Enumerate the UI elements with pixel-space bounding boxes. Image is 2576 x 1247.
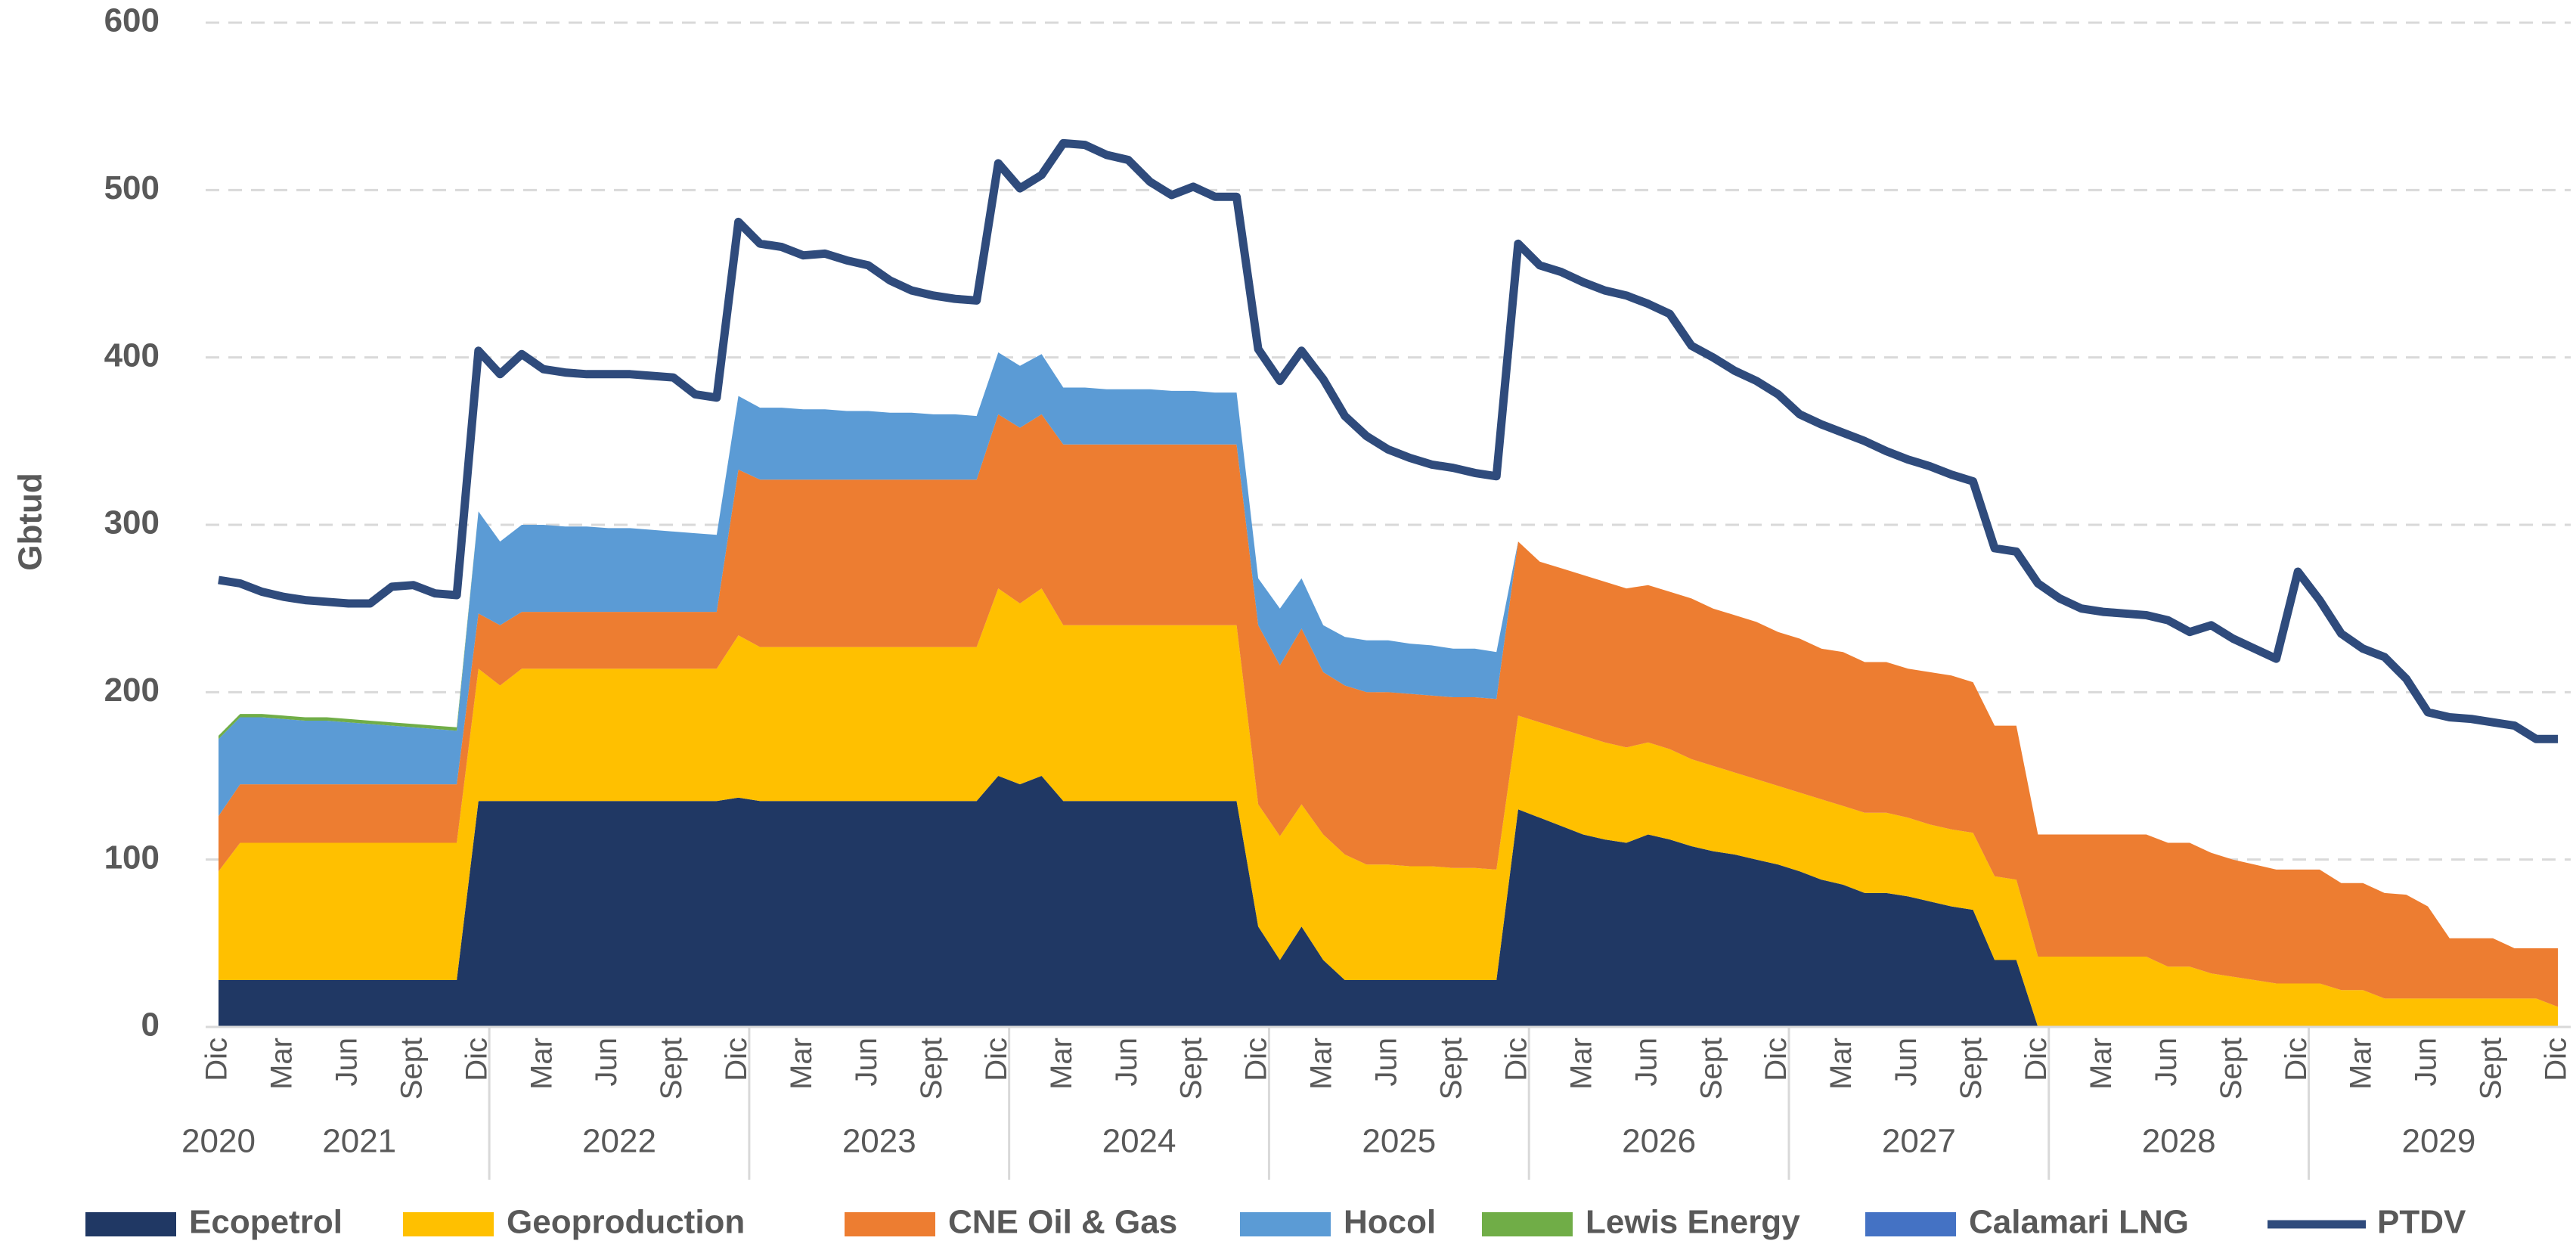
x-tick-label: Jun (2410, 1038, 2443, 1087)
legend-label: Calamari LNG (1969, 1204, 2189, 1241)
legend-swatch (403, 1212, 494, 1236)
x-group-label: 2026 (1622, 1123, 1696, 1160)
x-tick-label: Jun (330, 1038, 363, 1087)
legend-swatch (85, 1212, 176, 1236)
x-group-label: 2027 (1882, 1123, 1956, 1160)
y-tick-label: 500 (104, 169, 160, 206)
y-tick-label: 200 (104, 672, 160, 709)
x-tick-label: Jun (1629, 1038, 1663, 1087)
x-tick-label: Mar (1824, 1038, 1858, 1090)
x-tick-label: Mar (265, 1038, 299, 1090)
x-tick-label: Jun (1889, 1038, 1923, 1087)
x-group-label: 2020 (181, 1123, 256, 1160)
x-tick-label: Mar (2085, 1038, 2118, 1090)
legend-swatch (1240, 1212, 1331, 1236)
legend-swatch (1865, 1212, 1956, 1236)
x-tick-label: Sept (1435, 1038, 1468, 1100)
x-tick-label: Sept (1175, 1038, 1208, 1100)
x-tick-label: Dic (1240, 1038, 1273, 1081)
legend-label: PTDV (2377, 1204, 2466, 1241)
area (219, 776, 2558, 1027)
x-tick-label: Jun (850, 1038, 883, 1087)
x-tick-label: Sept (2215, 1038, 2248, 1100)
x-tick-label: Sept (395, 1038, 428, 1100)
x-group-label: 2029 (2401, 1123, 2475, 1160)
legend-label: Hocol (1344, 1204, 1436, 1241)
x-tick-label: Mar (2345, 1038, 2378, 1090)
legend-label: Geoproduction (507, 1204, 745, 1241)
legend-swatch (1482, 1212, 1573, 1236)
line (218, 138, 2558, 743)
x-tick-label: Dic (2280, 1038, 2313, 1081)
x-tick-label: Sept (2475, 1038, 2508, 1100)
x-group-label: 2023 (842, 1123, 916, 1160)
legend-label: Lewis Energy (1586, 1204, 1800, 1241)
x-tick-label: Mar (525, 1038, 558, 1090)
y-axis-title: Gbtud (12, 473, 49, 571)
x-tick-label: Sept (655, 1038, 688, 1100)
x-tick-label: Jun (1110, 1038, 1143, 1087)
x-tick-label: Mar (1045, 1038, 1078, 1090)
x-tick-label: Mar (1305, 1038, 1338, 1090)
x-tick-label: Sept (1694, 1038, 1728, 1100)
x-tick-label: Dic (980, 1038, 1013, 1081)
x-group-label: 2022 (582, 1123, 656, 1160)
y-tick-label: 100 (104, 839, 160, 876)
x-tick-label: Jun (590, 1038, 623, 1087)
x-tick-label: Dic (2540, 1038, 2573, 1081)
area (219, 414, 2558, 1007)
area (219, 352, 2558, 948)
x-tick-label: Dic (1759, 1038, 1793, 1081)
x-group-label: 2025 (1362, 1123, 1436, 1160)
x-tick-label: Dic (1499, 1038, 1533, 1081)
legend-swatch (845, 1212, 935, 1236)
y-tick-label: 300 (104, 504, 160, 541)
x-group-label: 2021 (322, 1123, 396, 1160)
x-tick-label: Sept (915, 1038, 948, 1100)
x-tick-label: Mar (785, 1038, 818, 1090)
x-tick-label: Sept (1954, 1038, 1988, 1100)
x-tick-label: Dic (720, 1038, 753, 1081)
legend-label: Ecopetrol (189, 1204, 343, 1241)
area (219, 588, 2558, 1027)
x-tick-label: Dic (200, 1038, 234, 1081)
y-tick-label: 600 (104, 2, 160, 39)
areas (219, 352, 2558, 1027)
x-tick-label: Mar (1564, 1038, 1598, 1090)
legend: Ecopetrol Geoproduction CNE Oil & Gas Hocol… (85, 1204, 2466, 1241)
x-tick-label: Jun (2150, 1038, 2183, 1087)
x-group-label: 2024 (1102, 1123, 1176, 1160)
x-tick-label: Dic (460, 1038, 493, 1081)
y-tick-label: 400 (104, 337, 160, 374)
x-tick-label: Dic (2020, 1038, 2053, 1081)
y-tick-label: 0 (141, 1007, 160, 1044)
legend-label: CNE Oil & Gas (948, 1204, 1177, 1241)
x-group-label: 2028 (2142, 1123, 2216, 1160)
x-tick-label: Jun (1370, 1038, 1403, 1087)
